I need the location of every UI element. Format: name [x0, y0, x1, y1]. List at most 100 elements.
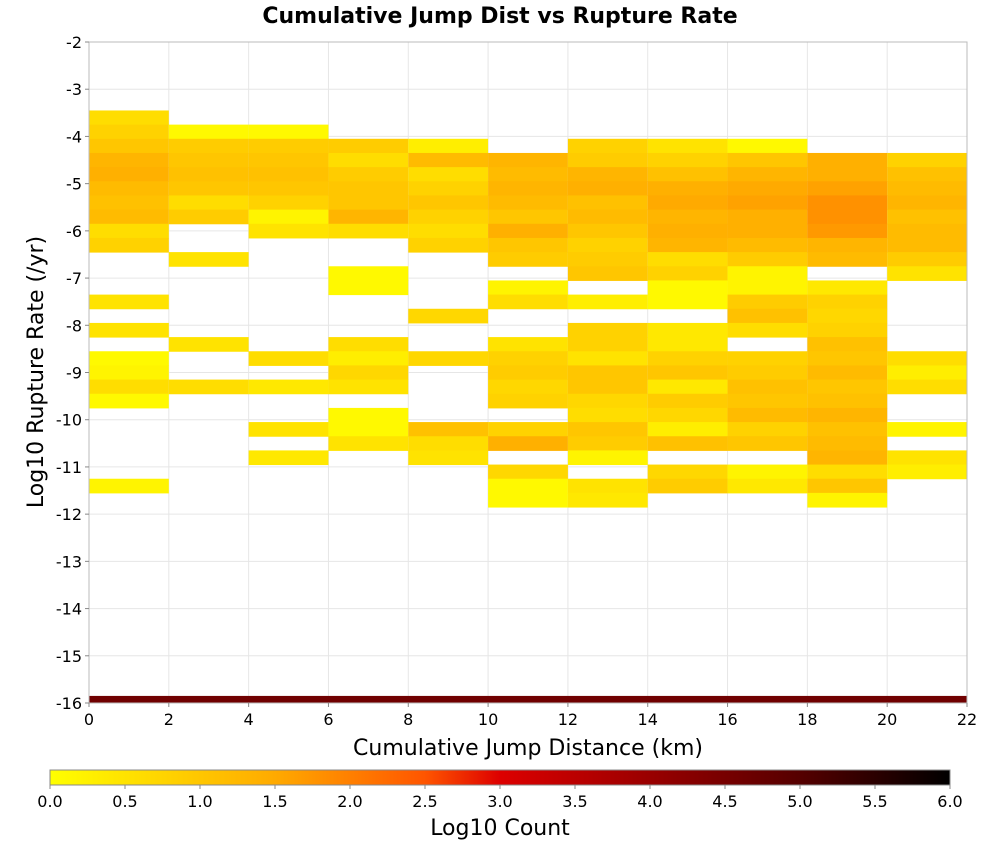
colorbar: 0.0 0.5 1.0 1.5 2.0 2.5 3.0 3.5 4.0 4.5 5.0 5.5 6.0 [37, 769, 963, 811]
heatmap-cell [89, 322, 169, 338]
heatmap-cell [727, 280, 808, 296]
y-tick-label: -11 [56, 458, 82, 477]
heatmap-cell [647, 266, 728, 281]
heatmap-cell [89, 237, 169, 253]
colorbar-tick-label: 3.5 [562, 792, 587, 811]
heatmap-cell [328, 181, 409, 196]
heatmap-cell [328, 167, 409, 182]
heatmap-cell [408, 152, 489, 168]
heatmap-cell [647, 436, 728, 451]
heatmap-cell [727, 478, 808, 494]
heatmap-cell [647, 322, 728, 338]
heatmap-cell [647, 195, 728, 211]
heatmap-cell [488, 422, 568, 437]
heatmap-cell [248, 152, 329, 168]
y-tick-label: -8 [66, 316, 82, 335]
heatmap-cell [168, 252, 249, 267]
heatmap-cell [89, 379, 169, 395]
heatmap-cell [567, 266, 648, 281]
x-tick-label: 10 [478, 710, 498, 729]
heatmap-cell [89, 294, 169, 310]
heatmap-cell [567, 365, 648, 381]
x-tick-label: 2 [164, 710, 174, 729]
heatmap-cell [647, 422, 728, 437]
heatmap-cell [647, 152, 728, 168]
y-axis: -2 -3 -4 -5 -6 -7 -8 -9 -10 -11 -12 -13 -14 -15 -16 [56, 33, 89, 713]
heatmap-cell [887, 209, 967, 225]
heatmap-cell [168, 167, 249, 182]
colorbar-gradient [49, 769, 951, 786]
heatmap-cell [567, 337, 648, 352]
heatmap-cell [89, 223, 169, 239]
heatmap-cell [647, 252, 728, 267]
x-tick-label: 22 [957, 710, 977, 729]
colorbar-tick-label: 0.0 [37, 792, 62, 811]
heatmap-cell [887, 237, 967, 253]
heatmap-cell [887, 450, 967, 466]
heatmap-cell [887, 181, 967, 196]
heatmap-cell [567, 436, 648, 451]
heatmap-cell [248, 422, 329, 437]
heatmap-cell [89, 209, 169, 225]
heatmap-cell [248, 209, 329, 225]
heatmap-cell [168, 181, 249, 196]
x-tick-label: 4 [244, 710, 254, 729]
heatmap-cell [567, 379, 648, 395]
heatmap-cell [807, 237, 888, 253]
heatmap-cell [807, 351, 888, 366]
heatmap-cell [727, 266, 808, 281]
heatmap-cell [567, 181, 648, 196]
heatmap-cell [887, 223, 967, 239]
heatmap-cell [89, 167, 169, 182]
x-tick-label: 20 [877, 710, 897, 729]
heatmap-cell [567, 223, 648, 239]
heatmap-cell [887, 195, 967, 211]
y-tick-label: -9 [66, 364, 82, 383]
heatmap-cell [89, 393, 169, 409]
heatmap-cell [647, 365, 728, 381]
heatmap-cell [488, 237, 568, 253]
x-tick-label: 0 [84, 710, 94, 729]
colorbar-tick-label: 5.5 [862, 792, 887, 811]
heatmap-cell [408, 181, 489, 196]
heatmap-cell [647, 167, 728, 182]
colorbar-tick-label: 0.5 [112, 792, 137, 811]
heatmap-cell [408, 138, 489, 154]
heatmap-cell [887, 422, 967, 437]
heatmap-cell [567, 195, 648, 211]
heatmap-cell [727, 379, 808, 395]
heatmap-cell [328, 138, 409, 154]
heatmap-cell [567, 237, 648, 253]
heatmap-cell [408, 167, 489, 182]
heatmap-cell [248, 138, 329, 154]
y-tick-label: -7 [66, 269, 82, 288]
heatmap-cell [488, 294, 568, 310]
heatmap-cell [807, 181, 888, 196]
y-tick-label: -16 [56, 694, 82, 713]
heatmap-cell [567, 407, 648, 423]
heatmap-cell [328, 422, 409, 437]
heatmap-cell [567, 450, 648, 466]
heatmap-cell [488, 337, 568, 352]
heatmap-cell [488, 393, 568, 409]
x-tick-label: 8 [403, 710, 413, 729]
heatmap-cell [408, 450, 489, 466]
heatmap-cell [647, 478, 728, 494]
y-tick-label: -3 [66, 80, 82, 99]
heatmap-cell [807, 209, 888, 225]
x-tick-label: 16 [717, 710, 737, 729]
heatmap-cell [727, 167, 808, 182]
heatmap-cell [89, 351, 169, 366]
heatmap-cell [887, 365, 967, 381]
heatmap-cell [727, 252, 808, 267]
heatmap-cell [807, 492, 888, 508]
heatmap-cell [807, 436, 888, 451]
heatmap-cell [248, 450, 329, 466]
heatmap-cell [727, 152, 808, 168]
heatmap-cell [168, 152, 249, 168]
heatmap-cell [727, 308, 808, 324]
heatmap-cell [89, 138, 169, 154]
heatmap-cell [328, 337, 409, 352]
heatmap-cell [248, 195, 329, 211]
heatmap-cell [89, 110, 169, 126]
